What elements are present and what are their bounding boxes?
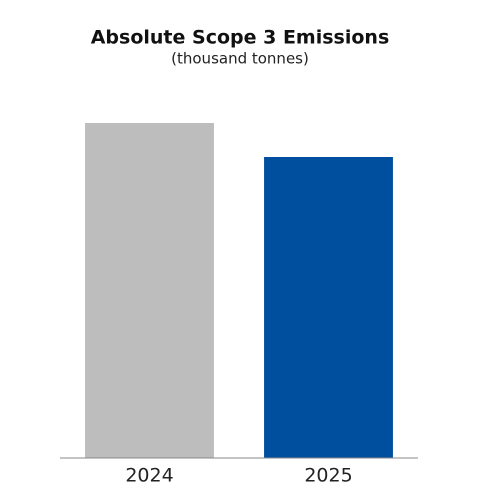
- x-tick-label: 2025: [304, 465, 352, 487]
- bar: [85, 123, 214, 458]
- x-tick-label: 2024: [125, 465, 173, 487]
- bar: [264, 157, 393, 458]
- chart-subtitle: (thousand tonnes): [171, 50, 309, 68]
- chart-title: Absolute Scope 3 Emissions: [91, 27, 390, 49]
